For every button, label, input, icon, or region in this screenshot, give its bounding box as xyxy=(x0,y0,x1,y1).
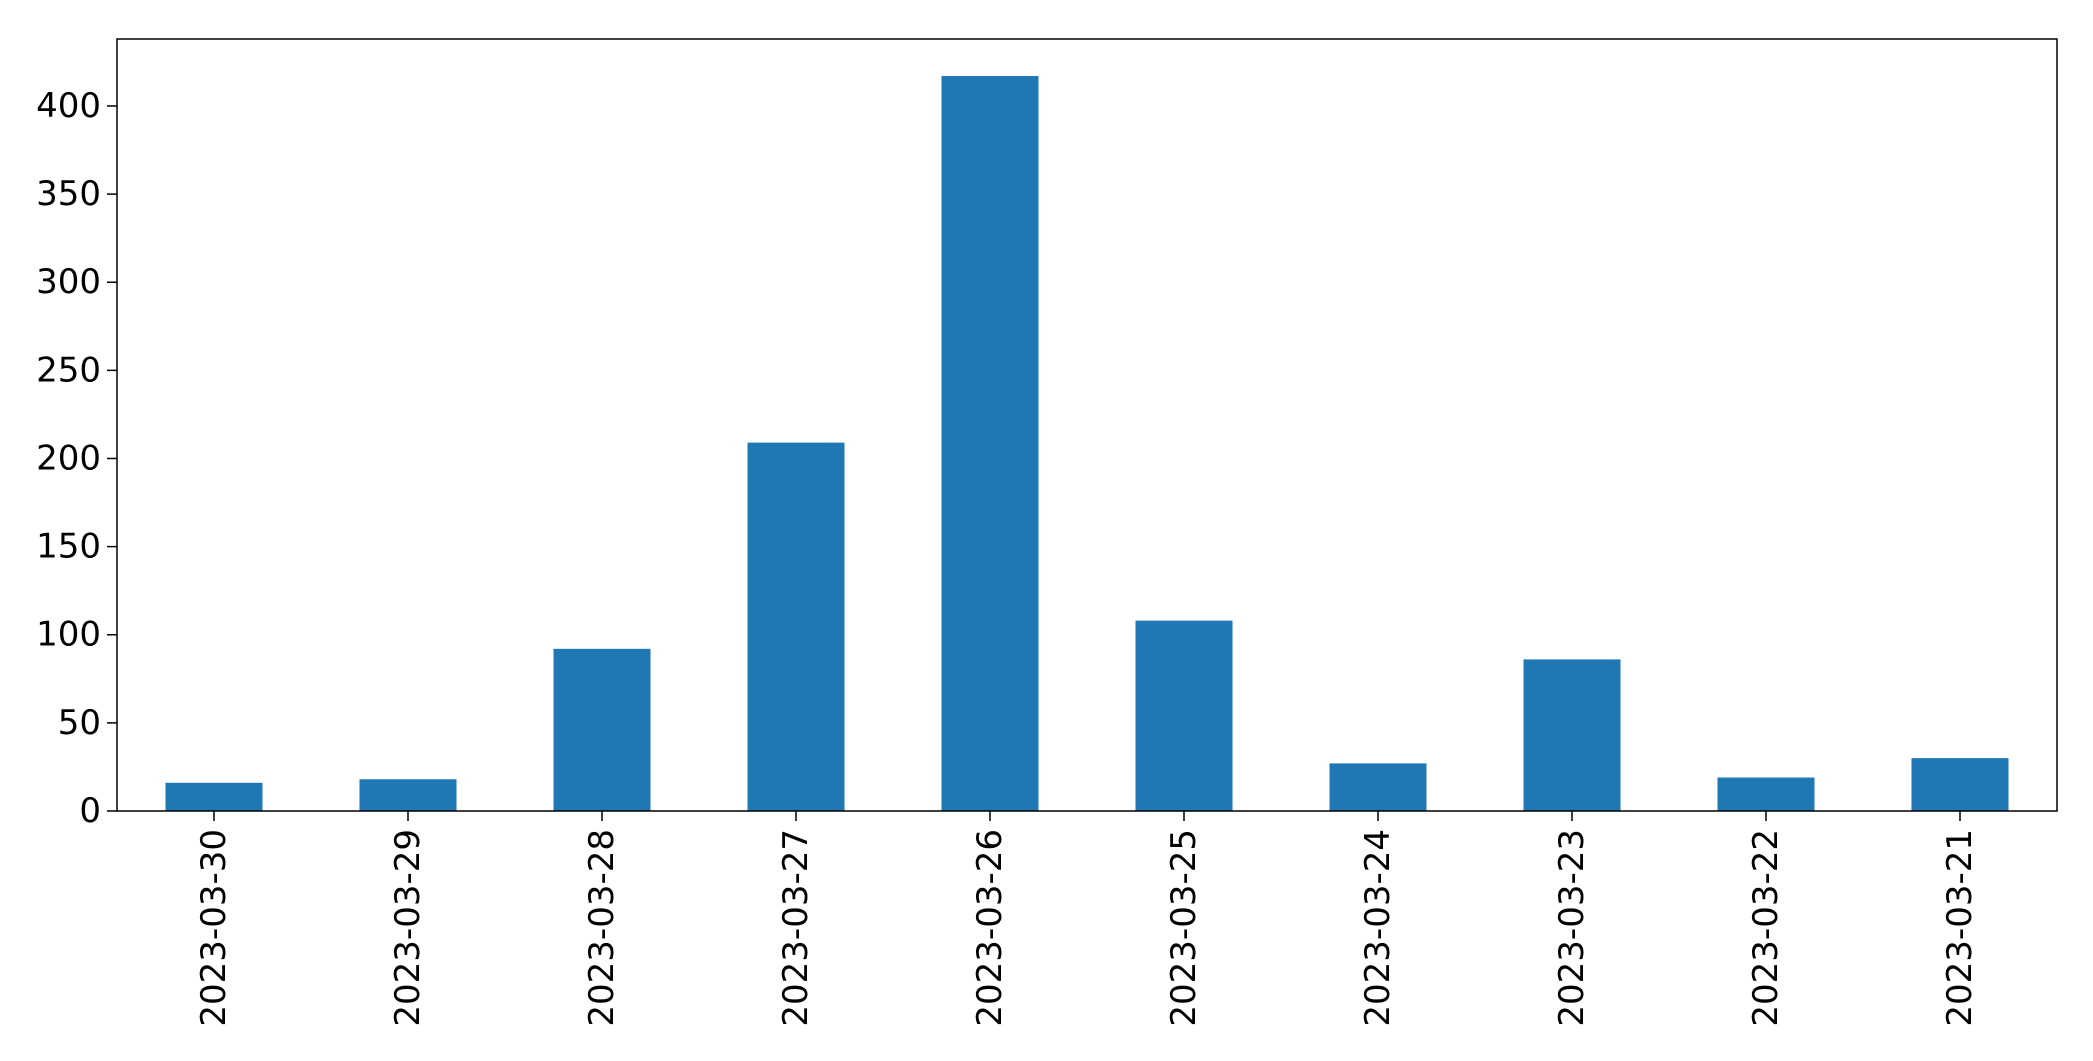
bar xyxy=(1523,659,1621,811)
bar xyxy=(941,76,1039,812)
x-tick-label: 2023-03-26 xyxy=(970,829,1010,1027)
y-tick-label: 350 xyxy=(36,174,101,214)
x-tick-label: 2023-03-29 xyxy=(388,829,428,1027)
bar xyxy=(359,779,457,811)
y-tick-label: 300 xyxy=(36,262,101,302)
bar xyxy=(1135,620,1233,811)
bar xyxy=(1717,777,1815,811)
y-tick-label: 150 xyxy=(36,527,101,567)
x-tick-label: 2023-03-24 xyxy=(1358,829,1398,1027)
x-tick-label: 2023-03-30 xyxy=(194,829,234,1027)
y-tick-label: 100 xyxy=(36,615,101,655)
y-tick-label: 200 xyxy=(36,438,101,478)
bars xyxy=(165,76,2009,812)
bar xyxy=(553,648,651,811)
x-tick-label: 2023-03-28 xyxy=(582,829,622,1027)
y-tick-label: 50 xyxy=(58,703,101,743)
x-axis: 2023-03-30 2023-03-29 2023-03-28 2023-03-27… xyxy=(194,811,1980,1027)
y-axis: 0 50 100 150 200 250 300 350 400 xyxy=(36,86,117,831)
plot-frame xyxy=(116,38,2058,812)
x-tick-label: 2023-03-27 xyxy=(776,829,816,1027)
y-tick-label: 400 xyxy=(36,86,101,126)
x-tick-label: 2023-03-22 xyxy=(1746,829,1786,1027)
bar xyxy=(165,782,263,811)
x-tick-label: 2023-03-25 xyxy=(1164,829,1204,1027)
x-tick-label: 2023-03-21 xyxy=(1940,829,1980,1027)
bar xyxy=(1911,758,2009,811)
bar xyxy=(747,442,845,811)
y-tick-label: 250 xyxy=(36,350,101,390)
x-tick-label: 2023-03-23 xyxy=(1552,829,1592,1027)
y-tick-label: 0 xyxy=(79,791,101,831)
bar xyxy=(1329,763,1427,811)
